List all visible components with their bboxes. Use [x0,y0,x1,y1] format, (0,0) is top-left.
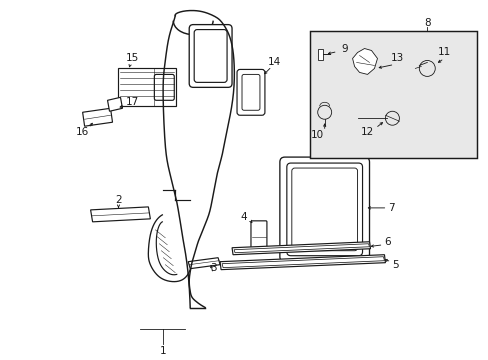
Text: 17: 17 [125,97,139,107]
Text: 15: 15 [125,54,139,63]
FancyBboxPatch shape [242,75,260,110]
FancyBboxPatch shape [154,75,174,100]
Text: 12: 12 [360,127,373,137]
FancyBboxPatch shape [291,168,357,251]
Text: 9: 9 [341,44,347,54]
Text: 4: 4 [240,212,247,222]
Bar [118,68,176,106]
Text: 8: 8 [423,18,430,28]
Text: 7: 7 [387,203,394,213]
FancyBboxPatch shape [279,157,369,262]
Polygon shape [90,207,150,222]
Text: 14: 14 [268,58,281,67]
FancyBboxPatch shape [237,69,264,115]
Bar [309,31,476,158]
Polygon shape [232,242,370,255]
Text: 2: 2 [115,195,122,205]
Text: 11: 11 [437,48,450,58]
Polygon shape [82,108,112,126]
Text: 5: 5 [391,260,398,270]
Polygon shape [220,255,385,270]
Bar [317,49,322,60]
FancyBboxPatch shape [286,163,362,256]
Polygon shape [188,258,220,269]
FancyBboxPatch shape [250,221,266,253]
FancyBboxPatch shape [189,24,232,87]
Polygon shape [352,49,377,75]
Text: 13: 13 [390,54,403,63]
Polygon shape [234,244,369,253]
Text: 3: 3 [209,263,216,273]
Text: 10: 10 [310,130,324,140]
Polygon shape [107,97,122,111]
Polygon shape [222,257,384,268]
Text: 16: 16 [76,127,89,137]
Text: 1: 1 [160,346,166,356]
Text: 6: 6 [384,237,390,247]
FancyBboxPatch shape [194,30,226,82]
